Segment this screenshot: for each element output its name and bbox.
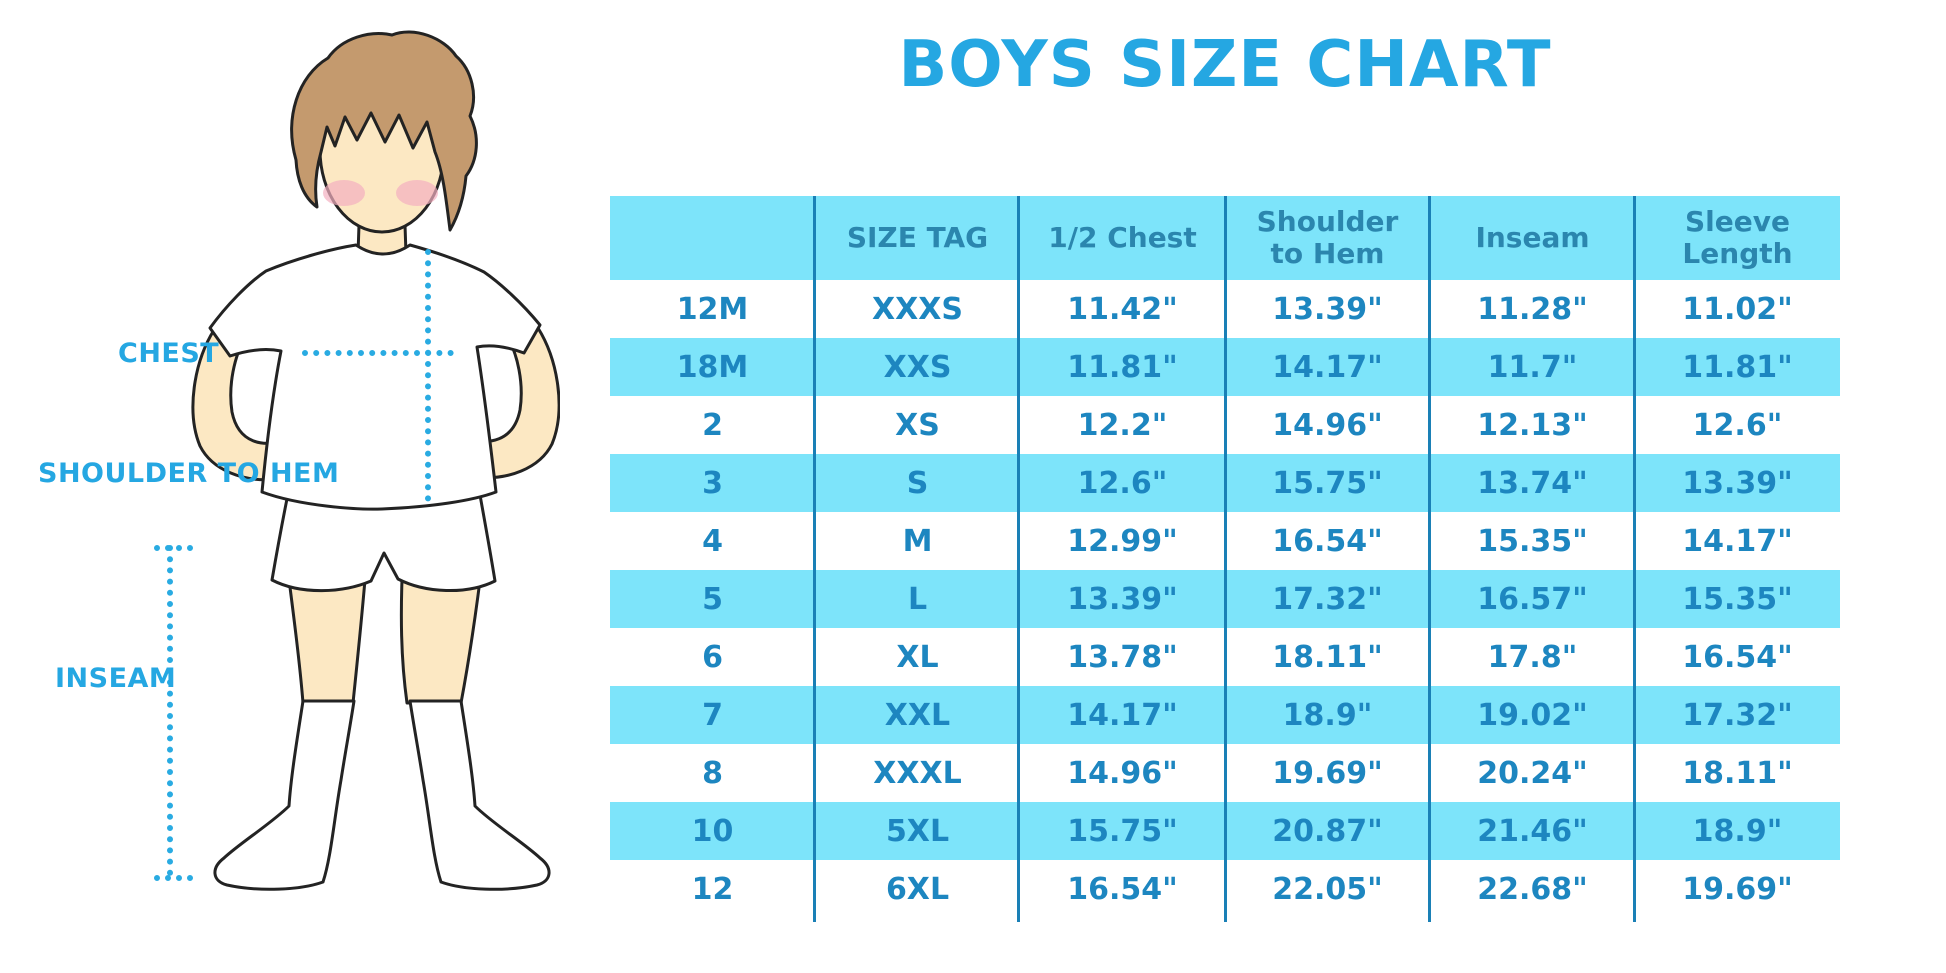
table-cell: 11.02" <box>1682 291 1793 327</box>
column-header <box>610 196 815 280</box>
left-sock <box>213 699 356 891</box>
table-cell: 16.54" <box>1682 639 1793 675</box>
table-cell: 19.02" <box>1477 697 1588 733</box>
column-divider <box>1633 196 1636 922</box>
table-cell: 14.17" <box>1272 349 1383 385</box>
column-header: Sleeve Length <box>1635 196 1840 280</box>
measurement-lines <box>154 249 462 881</box>
table-cell: 20.87" <box>1272 813 1383 849</box>
table-cell: 13.39" <box>1067 581 1178 617</box>
table-cell: M <box>902 523 933 559</box>
table-cell: 19.69" <box>1682 871 1793 907</box>
table-cell: 11.81" <box>1682 349 1793 385</box>
table-row: 6 XL 13.78" 18.11" 17.8" 16.54" <box>610 628 1840 686</box>
table-cell: 11.42" <box>1067 291 1178 327</box>
table-cell: 12.13" <box>1477 407 1588 443</box>
table-cell: 17.32" <box>1682 697 1793 733</box>
column-divider <box>1224 196 1227 922</box>
header-row: SIZE TAG 1/2 Chest Shoulder to Hem Inseam Sl… <box>610 196 1840 280</box>
boy-illustration <box>154 30 560 891</box>
table-row: 4 M 12.99" 16.54" 15.35" 14.17" <box>610 512 1840 570</box>
table-row: 12M XXXS 11.42" 13.39" 11.28" 11.02" <box>610 280 1840 338</box>
table-cell: 6XL <box>885 871 950 907</box>
table-cell: 13.74" <box>1477 465 1588 501</box>
table-cell: 18.9" <box>1282 697 1373 733</box>
table-cell: 12 <box>691 871 734 907</box>
t-shirt <box>208 243 542 511</box>
column-divider <box>1017 196 1020 922</box>
table-cell: 12.2" <box>1077 407 1168 443</box>
column-header: Inseam <box>1430 196 1635 280</box>
table-cell: 16.57" <box>1477 581 1588 617</box>
shoulder-to-hem-label: SHOULDER TO HEM <box>38 458 340 489</box>
table-cell: L <box>907 581 928 617</box>
table-cell: 18M <box>676 349 749 385</box>
column-header: 1/2 Chest <box>1020 196 1225 280</box>
table-cell: 12.6" <box>1692 407 1783 443</box>
right-sock <box>408 699 551 891</box>
table-cell: 18.11" <box>1682 755 1793 791</box>
table-cell: XXXS <box>872 291 963 327</box>
table-cell: XS <box>895 407 940 443</box>
table-cell: 11.28" <box>1477 291 1588 327</box>
table-cell: 11.7" <box>1487 349 1578 385</box>
table-cell: 2 <box>702 407 723 443</box>
table-cell: 15.75" <box>1067 813 1178 849</box>
table-cell: XXXL <box>873 755 962 791</box>
table-cell: 21.46" <box>1477 813 1588 849</box>
table-cell: 12.6" <box>1077 465 1168 501</box>
table-cell: 15.35" <box>1682 581 1793 617</box>
table-cell: 15.75" <box>1272 465 1383 501</box>
table-cell: 16.54" <box>1067 871 1178 907</box>
table-cell: 13.39" <box>1272 291 1383 327</box>
table-cell: 22.68" <box>1477 871 1588 907</box>
column-header: SIZE TAG <box>815 196 1020 280</box>
table-row: 2 XS 12.2" 14.96" 12.13" 12.6" <box>610 396 1840 454</box>
table-cell: 13.78" <box>1067 639 1178 675</box>
table-cell: 14.96" <box>1067 755 1178 791</box>
table-cell: 17.8" <box>1487 639 1578 675</box>
table-cell: 16.54" <box>1272 523 1383 559</box>
table-cell: 17.32" <box>1272 581 1383 617</box>
table-cell: 12M <box>676 291 749 327</box>
table-cell: 11.81" <box>1067 349 1178 385</box>
table-cell: 12.99" <box>1067 523 1178 559</box>
table-cell: 3 <box>702 465 723 501</box>
column-divider <box>1428 196 1431 922</box>
table-cell: 13.39" <box>1682 465 1793 501</box>
table-cell: 5 <box>702 581 723 617</box>
table-cell: 18.11" <box>1272 639 1383 675</box>
left-cheek <box>323 180 365 206</box>
column-header: Shoulder to Hem <box>1225 196 1430 280</box>
column-divider <box>813 196 816 922</box>
table-cell: XL <box>896 639 939 675</box>
table-cell: 10 <box>691 813 734 849</box>
chest-label: CHEST <box>118 338 220 369</box>
table-cell: 18.9" <box>1692 813 1783 849</box>
right-cheek <box>396 180 438 206</box>
shorts <box>270 482 497 593</box>
table-cell: XXS <box>883 349 952 385</box>
table-cell: 15.35" <box>1477 523 1588 559</box>
page-title: BOYS SIZE CHART <box>898 28 1552 102</box>
inseam-label: INSEAM <box>55 663 177 694</box>
table-cell: 4 <box>702 523 723 559</box>
table-cell: 7 <box>702 697 723 733</box>
table-cell: 5XL <box>885 813 950 849</box>
table-cell: 19.69" <box>1272 755 1383 791</box>
table-cell: 22.05" <box>1272 871 1383 907</box>
table-cell: 6 <box>702 639 723 675</box>
hair <box>290 30 478 232</box>
table-row: 8 XXXL 14.96" 19.69" 20.24" 18.11" <box>610 744 1840 802</box>
table-row: 12 6XL 16.54" 22.05" 22.68" 19.69" <box>610 860 1840 918</box>
table-cell: S <box>906 465 929 501</box>
table-cell: 14.17" <box>1682 523 1793 559</box>
table-cell: 8 <box>702 755 723 791</box>
table-cell: XXL <box>884 697 951 733</box>
table-cell: 14.17" <box>1067 697 1178 733</box>
table-cell: 14.96" <box>1272 407 1383 443</box>
table-cell: 20.24" <box>1477 755 1588 791</box>
